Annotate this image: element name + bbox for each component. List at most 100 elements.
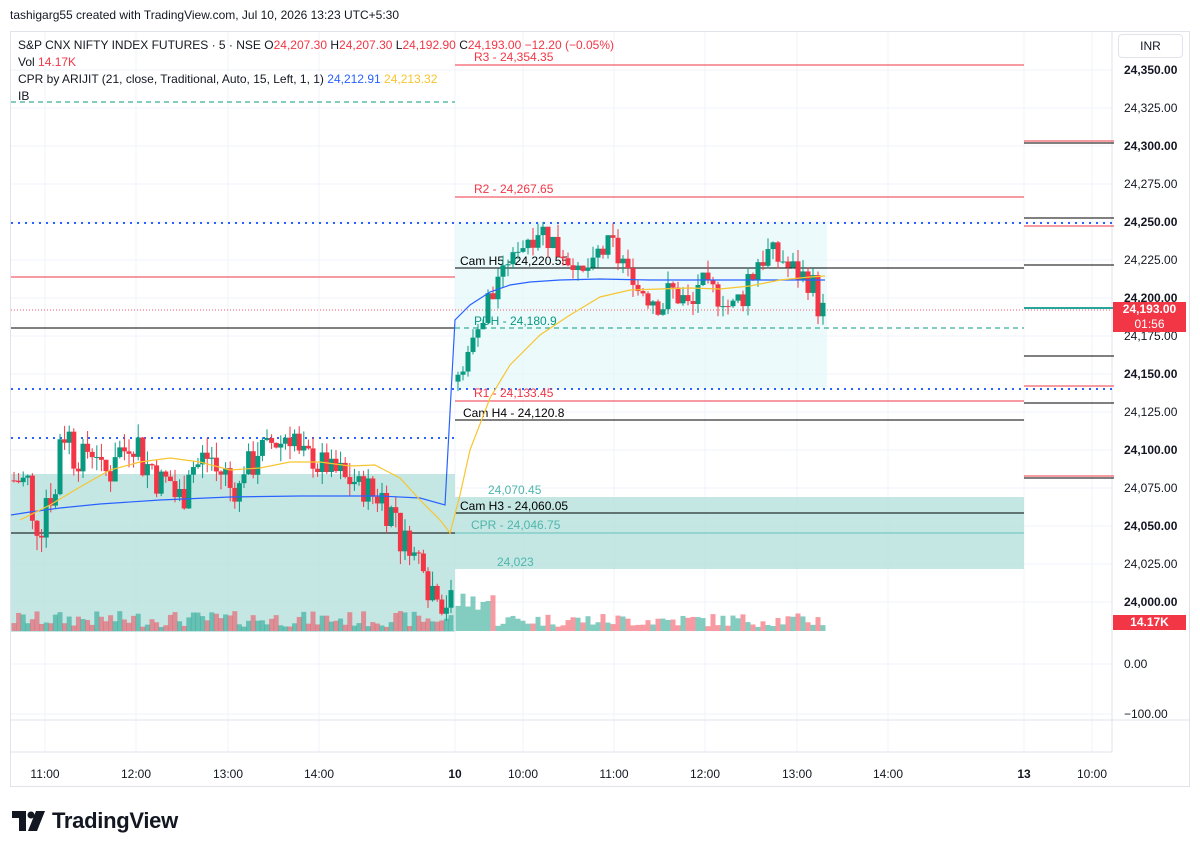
- x-tick: 11:00: [599, 767, 628, 781]
- volume-bar: [324, 615, 330, 631]
- volume-bar: [680, 615, 686, 631]
- volume-bar: [213, 613, 219, 631]
- currency-selector[interactable]: INR: [1118, 34, 1183, 58]
- volume-bar: [126, 622, 132, 631]
- volume-bar: [80, 619, 86, 631]
- candle-body: [575, 265, 581, 271]
- candle-body: [232, 487, 238, 502]
- x-tick: 13: [1017, 767, 1031, 781]
- candle-body: [434, 585, 440, 600]
- tradingview-logo-icon: [12, 811, 45, 831]
- candle-body: [379, 492, 385, 504]
- chart-legend[interactable]: S&P CNX NIFTY INDEX FUTURES · 5 · NSE O2…: [18, 37, 614, 105]
- x-tick: 12:00: [121, 767, 151, 781]
- candle-body: [540, 226, 546, 236]
- candle-body: [131, 453, 137, 457]
- candle-body: [680, 295, 686, 304]
- volume-bar: [755, 626, 761, 631]
- volume-bar: [181, 625, 187, 631]
- volume-bar: [85, 619, 91, 631]
- candle-body: [785, 261, 791, 268]
- volume-bar: [103, 621, 109, 631]
- volume-bar: [610, 624, 616, 631]
- candle-body: [80, 443, 86, 472]
- y-tick: 24,150.00: [1124, 367, 1178, 381]
- volume-bar: [200, 616, 206, 631]
- candle-body: [342, 462, 348, 478]
- volume-bar: [232, 611, 238, 631]
- candle-body: [324, 452, 330, 472]
- volume-bar: [425, 618, 431, 631]
- volume-label[interactable]: Vol: [18, 55, 35, 69]
- volume-bar: [770, 626, 776, 631]
- candle-body: [71, 431, 77, 469]
- candle-body: [810, 275, 816, 293]
- volume-bar: [685, 617, 691, 631]
- candle-body: [292, 433, 298, 447]
- volume-bar: [800, 616, 806, 631]
- cpr-indicator-label[interactable]: CPR by ARIJIT (21, close, Traditional, A…: [18, 72, 324, 86]
- candle-body: [790, 261, 796, 268]
- volume-bar: [416, 615, 422, 631]
- volume-bar: [66, 616, 72, 631]
- y-tick: 24,225.00: [1124, 253, 1178, 267]
- candle-body: [11, 480, 17, 482]
- candle-body: [140, 437, 146, 476]
- volume-bar: [765, 624, 771, 631]
- candle-body: [108, 471, 114, 482]
- symbol-title[interactable]: S&P CNX NIFTY INDEX FUTURES · 5 · NSE: [18, 38, 261, 52]
- candle-body: [361, 476, 367, 502]
- candle-body: [393, 507, 399, 513]
- volume-bar: [333, 620, 339, 631]
- volume-bar: [495, 625, 501, 631]
- cpr-value-2: 24,213.32: [384, 72, 438, 86]
- volume-bar: [815, 617, 821, 631]
- candle-body: [510, 252, 516, 265]
- volume-bar: [158, 626, 164, 631]
- volume-bar: [39, 623, 45, 631]
- candle-body: [740, 294, 746, 307]
- volume-bar: [48, 623, 54, 631]
- volume-bar: [490, 595, 496, 631]
- candle-body: [675, 287, 681, 304]
- volume-bar: [282, 626, 288, 631]
- candle-body: [815, 275, 821, 317]
- candle-body: [29, 475, 35, 521]
- candle-body: [278, 443, 284, 448]
- y-tick: 24,300.00: [1124, 139, 1178, 153]
- volume-bar: [650, 624, 656, 631]
- volume-tag: 14.17K: [1113, 615, 1186, 630]
- candle-body: [439, 599, 445, 614]
- volume-bar: [570, 617, 576, 631]
- volume-bar: [117, 611, 123, 631]
- volume-bar: [575, 617, 581, 631]
- candle-body: [600, 248, 606, 255]
- candle-body: [135, 437, 141, 457]
- volume-bar: [525, 623, 531, 631]
- volume-bar: [43, 622, 49, 631]
- volume-bar: [720, 615, 726, 631]
- vol-tick: −100.00: [1124, 707, 1168, 721]
- volume-bar: [735, 618, 741, 631]
- ib-indicator-label[interactable]: IB: [18, 89, 30, 103]
- candle-body: [305, 445, 311, 449]
- candle-body: [625, 258, 631, 269]
- volume-bar: [510, 615, 516, 631]
- tradingview-logo[interactable]: TradingView: [12, 808, 178, 834]
- volume-bar: [393, 613, 399, 631]
- volume-bar: [620, 616, 626, 631]
- volume-bar: [310, 611, 316, 631]
- x-tick: 10: [448, 767, 462, 781]
- candle-body: [735, 294, 741, 301]
- cpr-value-1: 24,212.91: [327, 72, 381, 86]
- volume-bar: [34, 611, 40, 631]
- candle-body: [485, 293, 491, 323]
- volume-bar: [448, 615, 454, 631]
- volume-bar: [675, 625, 681, 631]
- candle-body: [725, 306, 731, 308]
- candle-body: [34, 520, 40, 536]
- candle-body: [595, 248, 601, 258]
- candle-body: [351, 481, 357, 485]
- volume-bar: [305, 623, 311, 631]
